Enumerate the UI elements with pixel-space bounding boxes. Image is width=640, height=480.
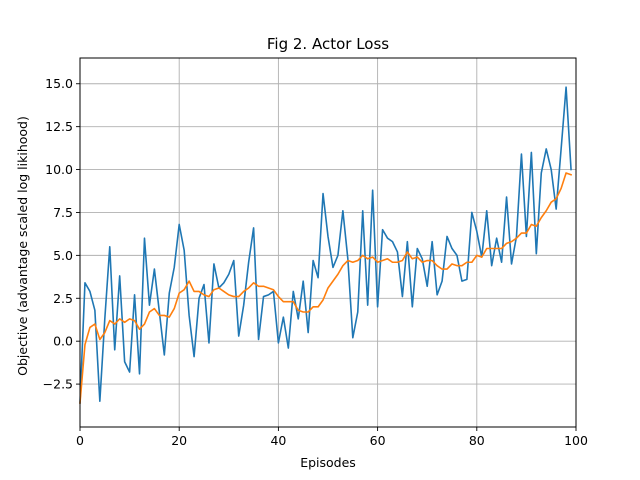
y-tick-label: 7.5: [53, 205, 73, 220]
y-axis-label: Objective (advantage scaled log likihood…: [15, 116, 30, 376]
y-tick-label: 10.0: [45, 162, 73, 177]
x-axis-label: Episodes: [300, 455, 356, 470]
y-tick-label: 15.0: [45, 76, 73, 91]
x-tick-label: 0: [76, 433, 84, 448]
y-tick-label: 12.5: [45, 119, 73, 134]
y-tick-label: 0.0: [53, 334, 73, 349]
x-tick-label: 20: [171, 433, 187, 448]
chart-title: Fig 2. Actor Loss: [267, 35, 389, 53]
y-tick-label: 5.0: [53, 248, 73, 263]
x-tick-label: 40: [270, 433, 286, 448]
y-tick-label: 2.5: [53, 291, 73, 306]
y-tick-label: −2.5: [43, 377, 73, 392]
x-tick-label: 100: [564, 433, 588, 448]
x-tick-label: 80: [469, 433, 485, 448]
x-tick-label: 60: [370, 433, 386, 448]
